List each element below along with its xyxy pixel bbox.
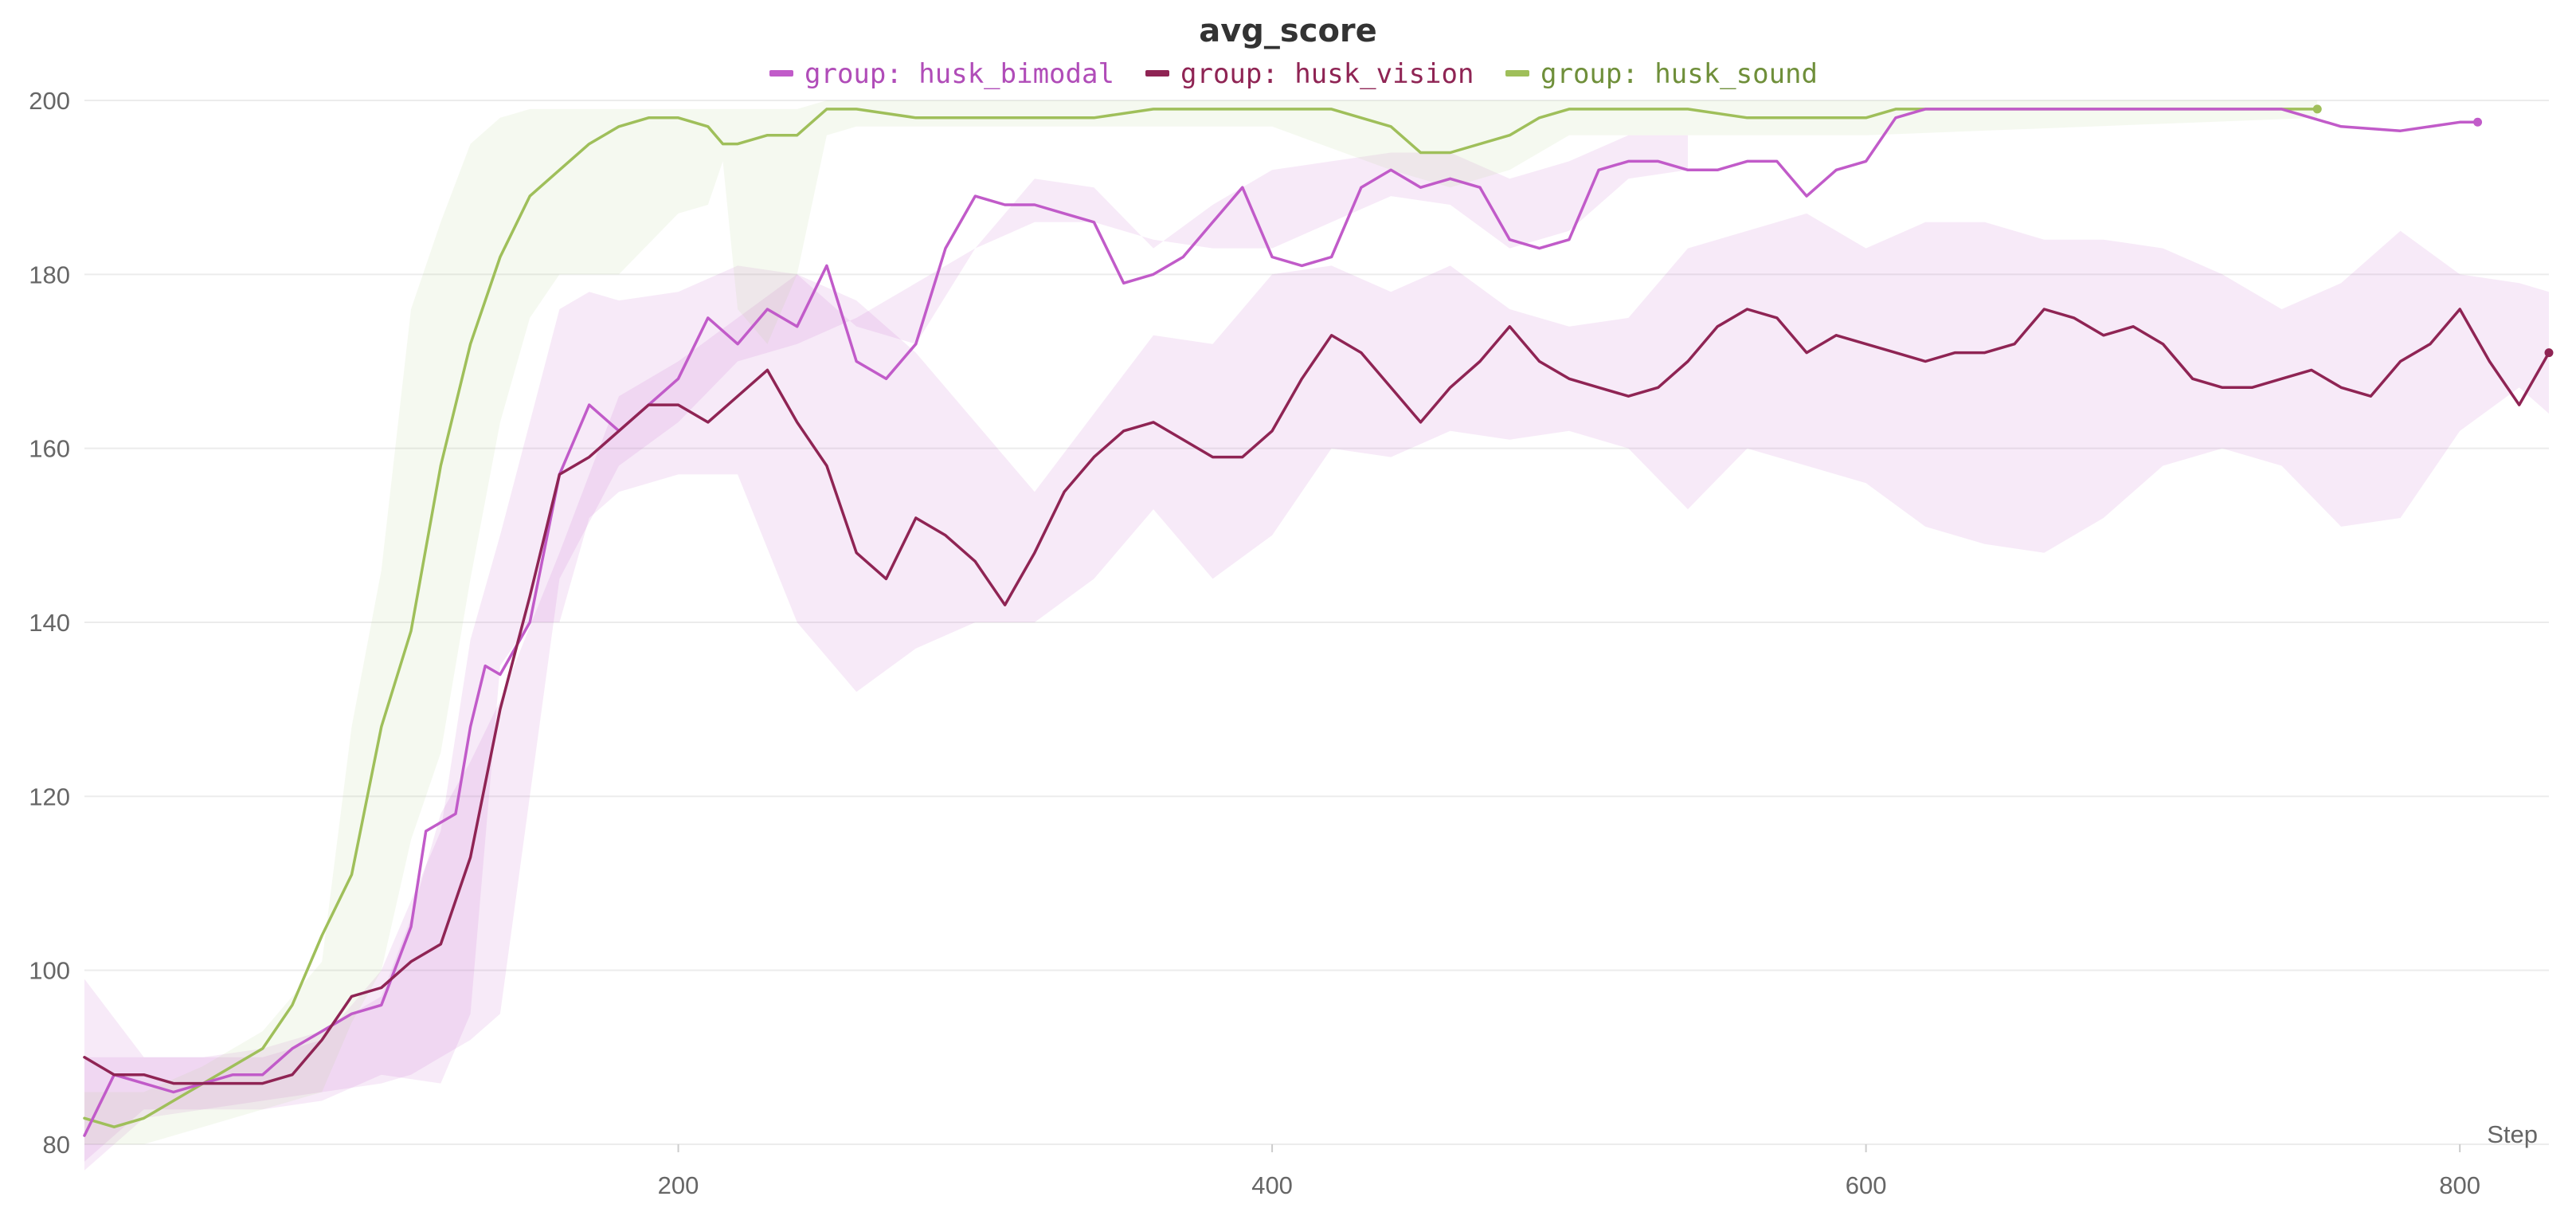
y-tick-label: 140 — [29, 609, 70, 637]
series-lines[interactable] — [83, 108, 2551, 1137]
x-axis-label: Step — [2487, 1120, 2538, 1148]
legend-item[interactable]: group: husk_bimodal — [769, 58, 1114, 90]
chart-title: avg_score — [1199, 13, 1377, 49]
y-tick-label: 200 — [29, 87, 70, 115]
x-tick-label: 800 — [2439, 1171, 2480, 1199]
end-marker — [2473, 117, 2483, 127]
end-markers — [2312, 104, 2554, 358]
y-tick-label: 80 — [43, 1131, 70, 1159]
legend-swatch — [1145, 70, 1169, 76]
legend-label: group: husk_bimodal — [805, 58, 1114, 90]
end-marker — [2544, 348, 2554, 358]
y-tick-label: 160 — [29, 435, 70, 463]
y-tick-label: 120 — [29, 783, 70, 810]
legend-item[interactable]: group: husk_sound — [1505, 58, 1818, 90]
legend-swatch — [769, 70, 793, 76]
x-axis: 200 400 600 800 — [658, 1144, 2480, 1199]
legend[interactable]: group: husk_bimodal group: husk_vision gro… — [769, 58, 1818, 90]
x-tick-label: 200 — [658, 1171, 699, 1199]
legend-label: group: husk_vision — [1180, 58, 1474, 90]
band-group--husk_bimodal — [84, 135, 1688, 1171]
x-tick-label: 400 — [1251, 1171, 1293, 1199]
end-marker — [2312, 104, 2322, 114]
legend-item[interactable]: group: husk_vision — [1145, 58, 1474, 90]
series-line-group--husk_bimodal[interactable] — [83, 108, 2480, 1137]
legend-swatch — [1505, 70, 1529, 76]
series-line-group--husk_vision[interactable] — [83, 308, 2551, 1085]
y-axis: 80 100 120 140 160 180 200 — [29, 87, 70, 1159]
legend-label: group: husk_sound — [1541, 58, 1818, 90]
band-group--husk_vision — [84, 213, 2549, 1162]
x-tick-label: 600 — [1846, 1171, 1887, 1199]
series-line-group--husk_sound[interactable] — [83, 108, 2319, 1128]
y-tick-label: 100 — [29, 957, 70, 985]
y-tick-label: 180 — [29, 261, 70, 288]
